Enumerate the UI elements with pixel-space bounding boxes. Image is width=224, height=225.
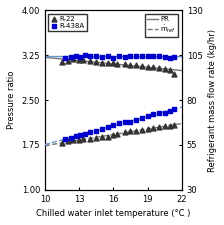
R-438A	[117, 55, 121, 58]
Point	[117, 122, 121, 125]
Point	[100, 135, 104, 139]
R-438A	[129, 54, 132, 58]
Point	[172, 123, 176, 127]
Point	[163, 111, 166, 114]
R-438A	[106, 54, 109, 58]
Point	[129, 120, 132, 123]
Point	[83, 132, 87, 136]
R-22	[151, 65, 155, 69]
Point	[157, 112, 161, 115]
Point	[129, 130, 132, 133]
Legend: PR, $\mathdefault{\dot{m}}_{ref}$: PR, $\mathdefault{\dot{m}}_{ref}$	[145, 14, 178, 37]
Point	[151, 112, 155, 116]
R-22	[129, 63, 132, 67]
R-438A	[134, 55, 138, 58]
Point	[74, 134, 78, 138]
Point	[89, 137, 92, 140]
R-22	[81, 58, 84, 62]
R-438A	[169, 56, 172, 59]
R-22	[146, 65, 149, 68]
Point	[134, 118, 138, 122]
R-438A	[151, 55, 155, 58]
Point	[169, 109, 172, 112]
R-22	[77, 58, 81, 62]
Point	[115, 132, 118, 136]
Point	[66, 140, 69, 143]
R-22	[157, 67, 161, 70]
Point	[78, 133, 82, 137]
Point	[163, 124, 166, 128]
R-22	[172, 72, 176, 76]
R-22	[112, 61, 115, 65]
Point	[77, 139, 81, 142]
R-438A	[172, 55, 176, 59]
R-22	[89, 59, 92, 63]
Point	[64, 138, 67, 141]
Point	[157, 125, 161, 129]
R-22	[100, 61, 104, 65]
Point	[146, 114, 149, 118]
Point	[123, 130, 127, 134]
R-22	[140, 64, 144, 68]
Point	[146, 127, 149, 130]
Point	[140, 128, 144, 131]
R-438A	[89, 54, 92, 58]
R-22	[115, 62, 118, 65]
Point	[151, 126, 155, 130]
Point	[134, 129, 138, 132]
R-438A	[83, 54, 87, 57]
Point	[100, 127, 104, 130]
Point	[112, 123, 115, 127]
Point	[106, 135, 109, 139]
R-438A	[112, 56, 115, 59]
Point	[172, 107, 176, 111]
Point	[112, 133, 115, 137]
R-438A	[69, 55, 73, 59]
R-22	[169, 68, 172, 71]
R-22	[72, 58, 75, 61]
X-axis label: Chilled water inlet temperature (°C ): Chilled water inlet temperature (°C )	[36, 209, 190, 218]
Point	[89, 130, 92, 134]
R-438A	[146, 54, 149, 58]
R-22	[66, 59, 69, 62]
Point	[69, 136, 73, 140]
Point	[72, 139, 75, 142]
R-438A	[100, 55, 104, 59]
Point	[94, 136, 98, 140]
Point	[81, 138, 84, 141]
Point	[169, 124, 172, 128]
R-22	[163, 67, 166, 71]
R-22	[94, 61, 98, 64]
Y-axis label: Pressure ratio: Pressure ratio	[7, 71, 16, 129]
Point	[123, 121, 127, 124]
Point	[140, 116, 144, 120]
Point	[94, 129, 98, 132]
Y-axis label: Refrigerant mass flow rate (kg/hr): Refrigerant mass flow rate (kg/hr)	[208, 29, 217, 171]
R-438A	[94, 55, 98, 58]
R-22	[123, 62, 127, 66]
R-22	[60, 61, 64, 64]
R-438A	[157, 55, 161, 58]
R-438A	[78, 55, 82, 59]
R-22	[134, 64, 138, 67]
R-22	[106, 61, 109, 65]
Point	[106, 125, 109, 129]
R-438A	[123, 55, 127, 59]
R-438A	[140, 55, 144, 58]
R-438A	[163, 55, 166, 59]
R-438A	[74, 54, 78, 58]
Point	[60, 141, 64, 145]
R-438A	[64, 56, 67, 60]
